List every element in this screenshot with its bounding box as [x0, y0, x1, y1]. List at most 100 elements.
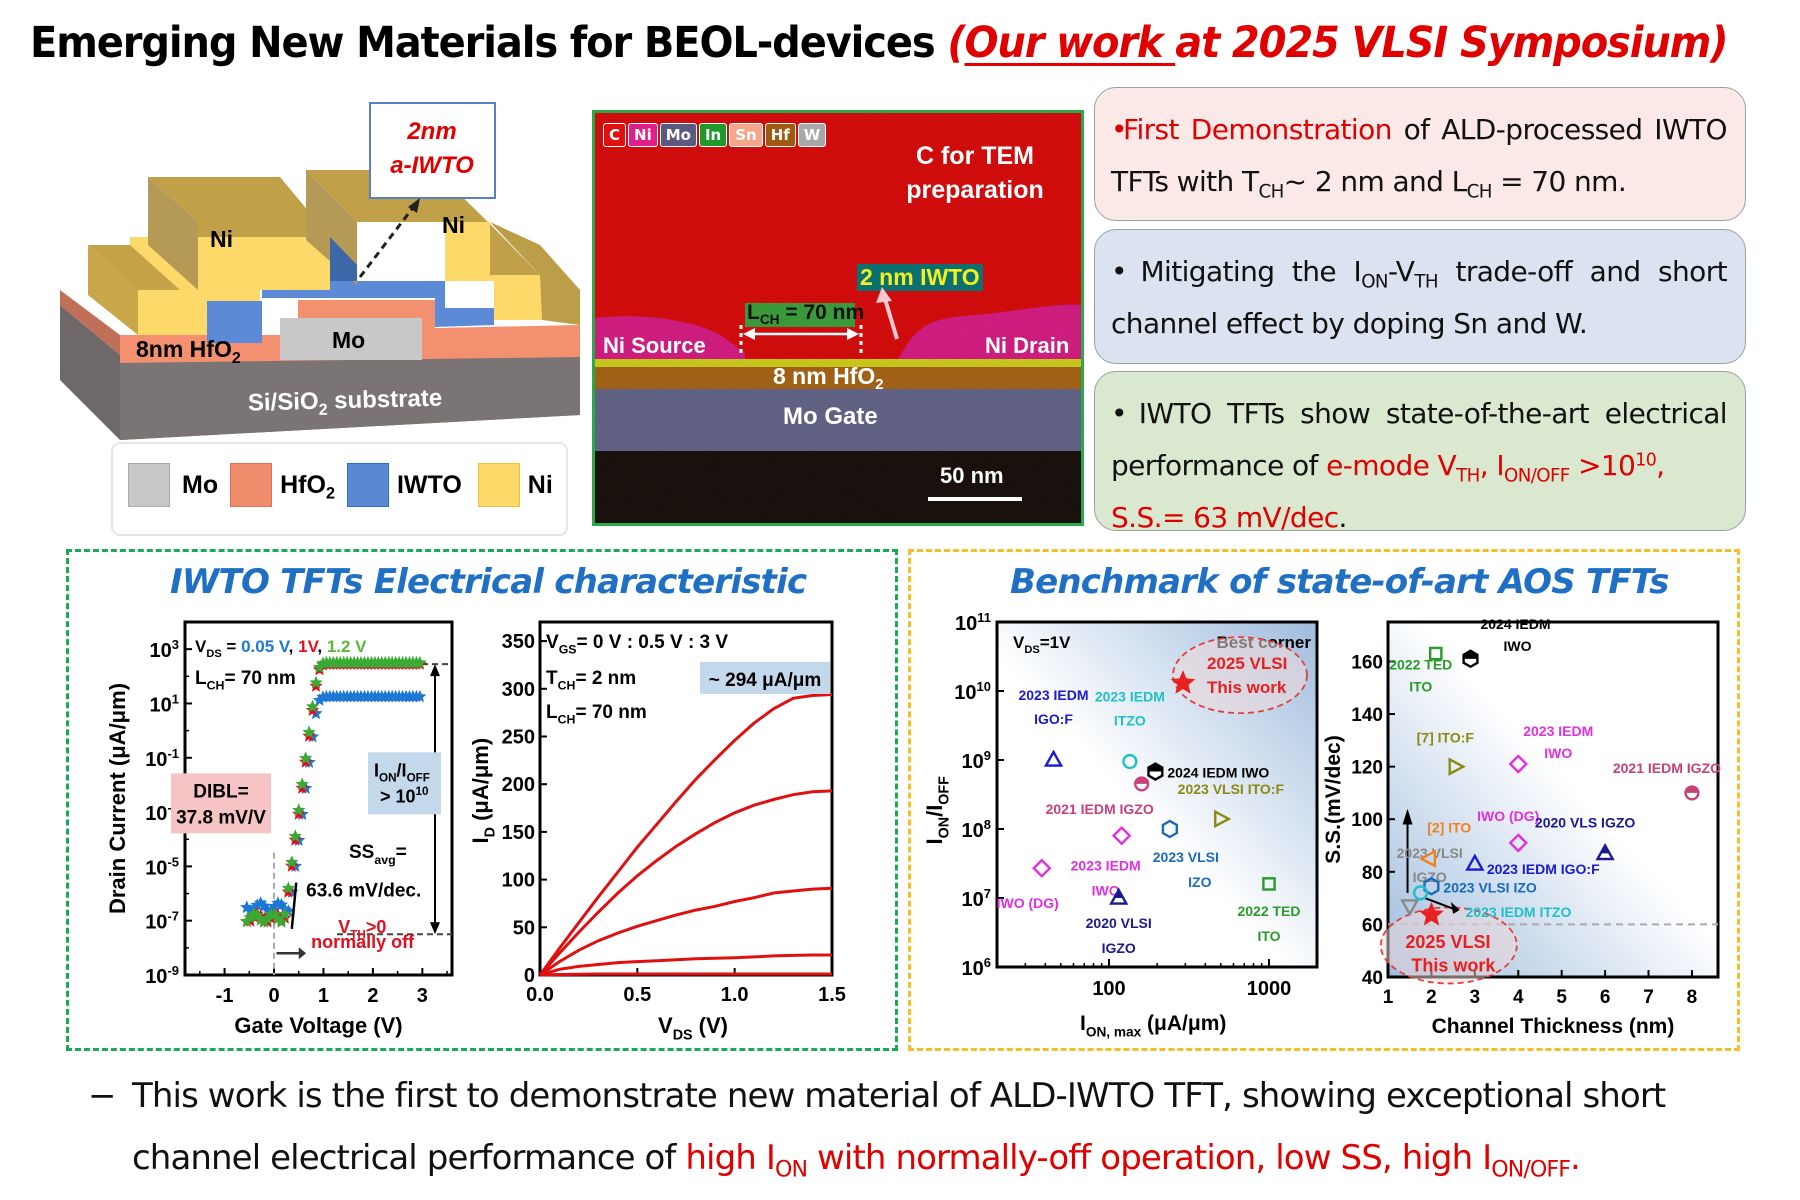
onoff-box: [368, 752, 441, 815]
benchmark-point: [1134, 776, 1150, 792]
callout-box: [369, 102, 496, 199]
benchmark-point: [1147, 762, 1164, 781]
vth-label: VTH>0: [338, 917, 386, 941]
itzo-arrowhead: [1450, 902, 1460, 914]
summary-line2-text: channel electrical performance of: [132, 1138, 686, 1178]
point-label: 2024 IEDM: [1480, 616, 1550, 632]
legend-label-iwto: IWTO: [396, 470, 462, 499]
benchmark-point: [1428, 646, 1443, 661]
y-tick-label: 108: [962, 817, 991, 842]
info-sub: ON: [1361, 271, 1388, 293]
point-label: 2023 IEDM: [1523, 723, 1593, 739]
y-tick-label: 120: [1351, 758, 1383, 779]
series-line-VGS=3V: [538, 693, 833, 976]
summary-line1: − This work is the first to demonstrate n…: [88, 1065, 1748, 1127]
ni-source-front2: [198, 237, 330, 290]
point-label: IZO: [1188, 874, 1211, 890]
benchmark-point: [1462, 649, 1479, 669]
y-tick-label: 101: [150, 691, 179, 716]
callout-arrow: [358, 204, 417, 278]
title-highlight-rest: at 2025 VLSI Symposium): [1175, 18, 1728, 68]
x-tick-label: 5: [1556, 987, 1567, 1008]
y-tick-label: 1010: [954, 679, 991, 704]
benchmark-point: [1122, 753, 1138, 770]
vds-legend: VDS = 0.05 V, 1V, 1.2 V: [195, 637, 367, 660]
ni-drain-label: Ni Drain: [985, 333, 1070, 358]
point-label: 2021 IEDM IGZO: [1613, 760, 1721, 776]
point-label: This work: [1207, 678, 1287, 697]
y-tick-label: 10-1: [145, 746, 179, 771]
info-box-first-demo: •First Demonstration of ALD-processed IW…: [1094, 87, 1746, 221]
y-tick-label: 107: [962, 886, 991, 911]
data-point-0.05V: [312, 693, 327, 706]
onoff-value: > 1010: [380, 785, 429, 806]
onoff-arrow-bottom: [430, 922, 440, 935]
y-tick-label: 300: [502, 679, 535, 701]
benchmark-point: [1448, 757, 1466, 776]
point-label: [2] ITO: [1427, 820, 1471, 836]
title-main: Emerging New Materials for BEOL-devices: [30, 18, 948, 68]
point-label: This work: [1411, 956, 1496, 976]
series-line-VGS=2.5V: [538, 789, 833, 976]
benchmark-point: [1423, 876, 1440, 896]
element-in: In: [698, 123, 728, 147]
y-tick-label: 10-5: [145, 854, 179, 879]
ni-left-label: Ni: [210, 226, 233, 252]
element-ni: Ni: [628, 123, 658, 147]
mo-label: Mo: [332, 327, 365, 353]
info-sub: CH: [1258, 181, 1284, 203]
data-point-0.05V: [413, 689, 427, 703]
legend-label-ni: Ni: [527, 470, 553, 499]
lch-label: LCH = 70 nm: [747, 301, 865, 327]
info-text: ~ 2 nm and L: [1283, 165, 1468, 198]
ni-drain-side2: [490, 222, 580, 325]
point-label: 2024 IEDM IWO: [1167, 765, 1269, 781]
point-label: ITO: [1409, 679, 1432, 695]
x-tick-label: 8: [1687, 987, 1698, 1008]
igzo-arrowhead: [1402, 808, 1413, 825]
ni-drain-top: [306, 170, 540, 320]
info-sub: CH: [1466, 181, 1493, 203]
iwto-shadow: [330, 237, 357, 281]
point-label: IGZO: [1413, 869, 1447, 885]
data-point-0.05V: [274, 897, 289, 911]
data-point-1.2V: [309, 675, 323, 689]
benchmark-point: [1043, 749, 1064, 767]
lch-label: LCH= 70 nm: [195, 668, 296, 693]
y-tick-label: 160: [1351, 652, 1383, 673]
mo-gate: [280, 318, 422, 360]
series-line-VGS=1.5V: [539, 953, 832, 977]
dibl-box: [171, 773, 271, 834]
iwto-label: 2 nm IWTO: [857, 264, 983, 291]
x-tick-label: 100: [1092, 978, 1125, 1000]
point-label: 2022 TED: [1237, 903, 1300, 919]
y-tick-label: 0: [524, 965, 535, 987]
legend-swatch-iwto: [346, 463, 389, 507]
y-tick-label: 100: [1351, 810, 1383, 831]
y-axis-label: ID (μA/μm): [470, 738, 499, 844]
x-tick-label: 7: [1643, 987, 1654, 1008]
element-c: C: [603, 123, 627, 147]
point-label: IGZO: [1102, 940, 1136, 956]
data-point-1.2V: [299, 751, 313, 764]
device-structure-diagram: Ni Ni 8nm HfO2 Mo Si/SiO2 substrate 2nm …: [60, 102, 580, 536]
itzo-arrow: [1424, 897, 1454, 910]
mo-gate-label: Mo Gate: [783, 403, 878, 430]
data-point-1.2V: [292, 803, 306, 816]
tem-eds-map: C Ni Mo In Sn Hf W C for TEM preparation …: [592, 110, 1084, 526]
point-label: 2022 TED: [1389, 657, 1452, 673]
lch-arrow-right: [847, 328, 859, 340]
data-point-1.2V: [295, 777, 309, 790]
carbon-label: C for TEM preparation: [895, 139, 1055, 207]
onoff-label: ION/IOFF: [374, 760, 430, 784]
x-axis-label: Gate Voltage (V): [234, 1013, 402, 1038]
y-axis-label: S.S.(mV/dec): [1322, 735, 1345, 863]
y-tick-label: 200: [502, 774, 535, 796]
point-label: 2023 IEDM: [1071, 858, 1141, 874]
hfo2-label: 8nm HfO2: [136, 336, 241, 367]
data-point-0.05V: [257, 899, 271, 912]
lch-arrow-left: [743, 328, 755, 340]
point-label: IWO: [1504, 638, 1532, 654]
benchmark-point: [1111, 825, 1132, 846]
point-label: ITZO: [1114, 713, 1146, 729]
